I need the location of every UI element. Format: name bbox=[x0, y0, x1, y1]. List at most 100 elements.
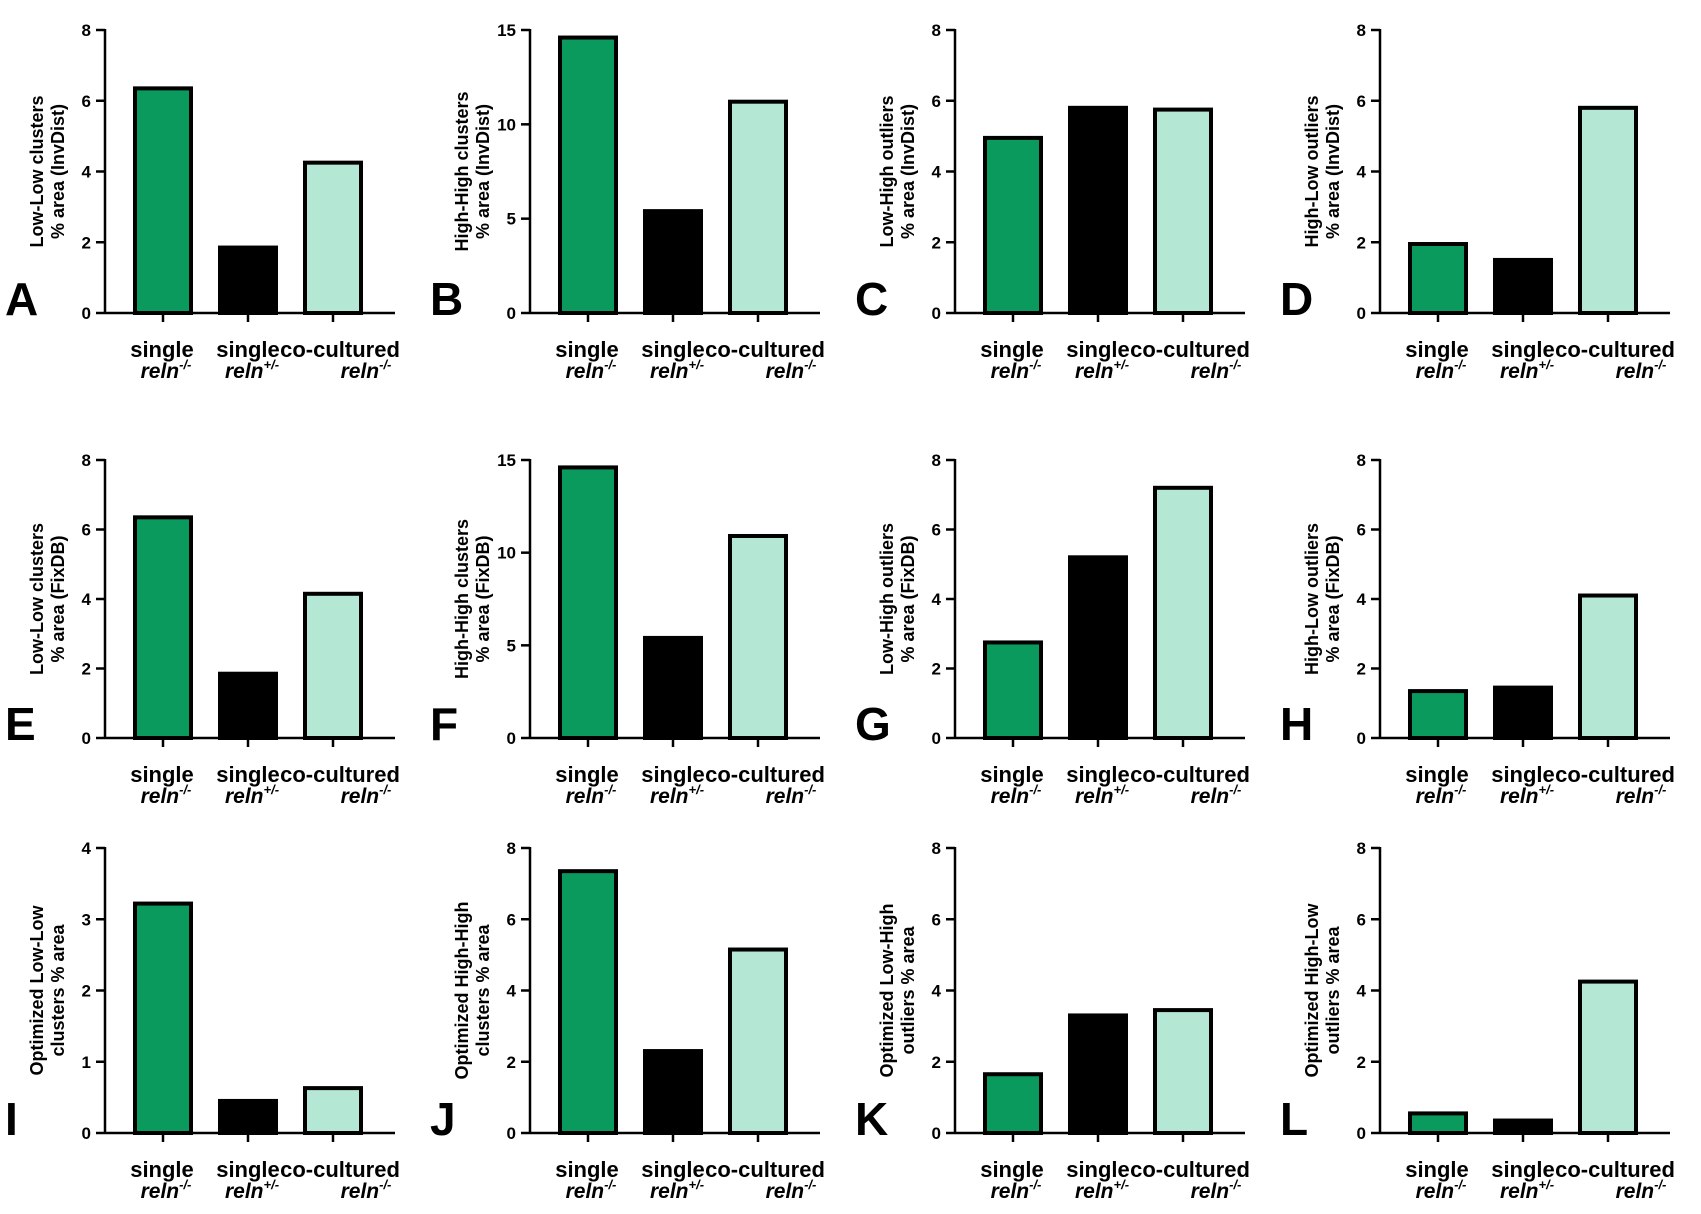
panel-e: 0 2 4 6 8 Low-Low clusters% area (FixDB) singl… bbox=[5, 451, 400, 808]
panel-g: 0 2 4 6 8 Low-High outliers% area (FixDB) sing… bbox=[855, 451, 1250, 808]
y-axis-label-line: Low-High outliers bbox=[877, 523, 897, 675]
genotype-superscript: -/- bbox=[1229, 782, 1241, 797]
y-tick-label: 4 bbox=[82, 839, 92, 858]
category-genotype: reln-/- bbox=[341, 357, 392, 383]
genotype-superscript: +/- bbox=[263, 357, 279, 372]
y-tick-label: 8 bbox=[1357, 451, 1366, 470]
category-genotype: reln-/- bbox=[141, 782, 192, 808]
category-genotype: reln+/- bbox=[1075, 357, 1129, 383]
category-label: co-cultured bbox=[280, 762, 400, 787]
y-tick-label: 10 bbox=[497, 115, 516, 134]
category-genotype: reln-/- bbox=[566, 1177, 617, 1203]
category-label: single bbox=[980, 762, 1044, 787]
y-tick-label: 8 bbox=[82, 21, 91, 40]
genotype-name: reln bbox=[566, 785, 605, 808]
category-label: single bbox=[980, 337, 1044, 362]
category-genotype: reln-/- bbox=[566, 357, 617, 383]
y-tick-label: 1 bbox=[82, 1053, 91, 1072]
panel-k: 0 2 4 6 8 Optimized Low-Highoutliers % area si… bbox=[855, 839, 1250, 1203]
y-axis-label-line: High-High clusters bbox=[452, 91, 472, 251]
y-tick-label: 6 bbox=[932, 521, 941, 540]
y-axis-label-line: % area (FixDB) bbox=[48, 535, 68, 662]
y-axis-label-line: Low-Low clusters bbox=[27, 523, 47, 675]
bar-k-2 bbox=[1068, 1013, 1128, 1135]
genotype-name: reln bbox=[991, 360, 1030, 383]
category-genotype: reln-/- bbox=[566, 782, 617, 808]
genotype-superscript: +/- bbox=[688, 782, 704, 797]
category-genotype: reln-/- bbox=[1416, 782, 1467, 808]
y-tick-label: 2 bbox=[507, 1053, 516, 1072]
category-genotype: reln-/- bbox=[1616, 357, 1667, 383]
y-tick-label: 6 bbox=[1357, 521, 1366, 540]
category-label: co-cultured bbox=[1555, 337, 1675, 362]
panel-h: 0 2 4 6 8 High-Low outliers% area (FixDB) sing… bbox=[1280, 451, 1675, 808]
y-axis-label-line: Low-Low clusters bbox=[27, 95, 47, 247]
genotype-name: reln bbox=[650, 360, 689, 383]
panel-letter: F bbox=[430, 698, 458, 750]
bar-c-3 bbox=[1153, 107, 1213, 315]
y-axis-label-line: clusters % area bbox=[473, 923, 493, 1056]
y-axis-label-line: Optimized Low-Low bbox=[27, 905, 47, 1076]
panel-letter: D bbox=[1280, 273, 1313, 325]
category-label: single bbox=[1405, 762, 1469, 787]
genotype-superscript: -/- bbox=[1654, 1177, 1666, 1192]
genotype-superscript: -/- bbox=[1229, 357, 1241, 372]
genotype-superscript: -/- bbox=[379, 782, 391, 797]
genotype-name: reln bbox=[566, 1180, 605, 1203]
category-label: single bbox=[1491, 1157, 1555, 1182]
bar-h-2 bbox=[1493, 685, 1553, 740]
panel-f: 0 5 10 15 High-High clusters% area (FixDB) si… bbox=[430, 451, 825, 808]
y-tick-label: 4 bbox=[82, 590, 92, 609]
y-axis-label-line: % area (InvDist) bbox=[48, 104, 68, 239]
genotype-name: reln bbox=[566, 360, 605, 383]
panel-letter: A bbox=[5, 273, 38, 325]
y-axis-label-line: % area (InvDist) bbox=[898, 104, 918, 239]
genotype-name: reln bbox=[225, 360, 264, 383]
y-axis-label: Low-Low clusters% area (InvDist) bbox=[27, 95, 68, 247]
y-axis-label: Optimized High-Lowoutliers % area bbox=[1302, 903, 1343, 1078]
genotype-superscript: +/- bbox=[1113, 1177, 1129, 1192]
category-label: single bbox=[130, 762, 194, 787]
y-tick-label: 0 bbox=[1357, 729, 1366, 748]
panel-letter: K bbox=[855, 1093, 888, 1145]
bar-b-1 bbox=[558, 35, 618, 316]
bar-b-2 bbox=[643, 209, 703, 315]
panel-l: 0 2 4 6 8 Optimized High-Lowoutliers % area si… bbox=[1280, 839, 1675, 1203]
bar-d-3 bbox=[1578, 105, 1638, 315]
bar-k-3 bbox=[1153, 1008, 1213, 1135]
category-genotype: reln+/- bbox=[225, 1177, 279, 1203]
category-genotype: reln+/- bbox=[1075, 782, 1129, 808]
y-tick-label: 8 bbox=[1357, 839, 1366, 858]
genotype-superscript: -/- bbox=[604, 1177, 616, 1192]
panel-letter: H bbox=[1280, 698, 1313, 750]
y-axis-label: Optimized Low-Lowclusters % area bbox=[27, 905, 68, 1076]
bar-d-1 bbox=[1408, 242, 1468, 315]
bar-f-1 bbox=[558, 465, 618, 740]
genotype-name: reln bbox=[766, 360, 805, 383]
y-axis-label-line: % area (FixDB) bbox=[1323, 535, 1343, 662]
category-label: co-cultured bbox=[1130, 1157, 1250, 1182]
y-tick-label: 4 bbox=[507, 982, 517, 1001]
genotype-superscript: -/- bbox=[179, 357, 191, 372]
genotype-name: reln bbox=[341, 360, 380, 383]
category-label: single bbox=[1491, 337, 1555, 362]
genotype-name: reln bbox=[1075, 1180, 1114, 1203]
y-tick-label: 2 bbox=[82, 233, 91, 252]
y-axis-label-line: Low-High outliers bbox=[877, 96, 897, 248]
y-tick-label: 2 bbox=[1357, 233, 1366, 252]
genotype-name: reln bbox=[341, 785, 380, 808]
y-axis-label-line: % area (FixDB) bbox=[473, 535, 493, 662]
panel-letter: G bbox=[855, 698, 891, 750]
genotype-superscript: +/- bbox=[1538, 782, 1554, 797]
genotype-superscript: -/- bbox=[379, 357, 391, 372]
y-tick-label: 5 bbox=[507, 210, 516, 229]
genotype-name: reln bbox=[225, 785, 264, 808]
genotype-name: reln bbox=[141, 785, 180, 808]
category-label: single bbox=[641, 762, 705, 787]
y-tick-label: 2 bbox=[932, 1053, 941, 1072]
panel-a: 0 2 4 6 8 Low-Low clusters% area (InvDist) sin… bbox=[5, 21, 400, 383]
genotype-name: reln bbox=[1416, 1180, 1455, 1203]
y-tick-label: 3 bbox=[82, 910, 91, 929]
genotype-name: reln bbox=[1500, 360, 1539, 383]
